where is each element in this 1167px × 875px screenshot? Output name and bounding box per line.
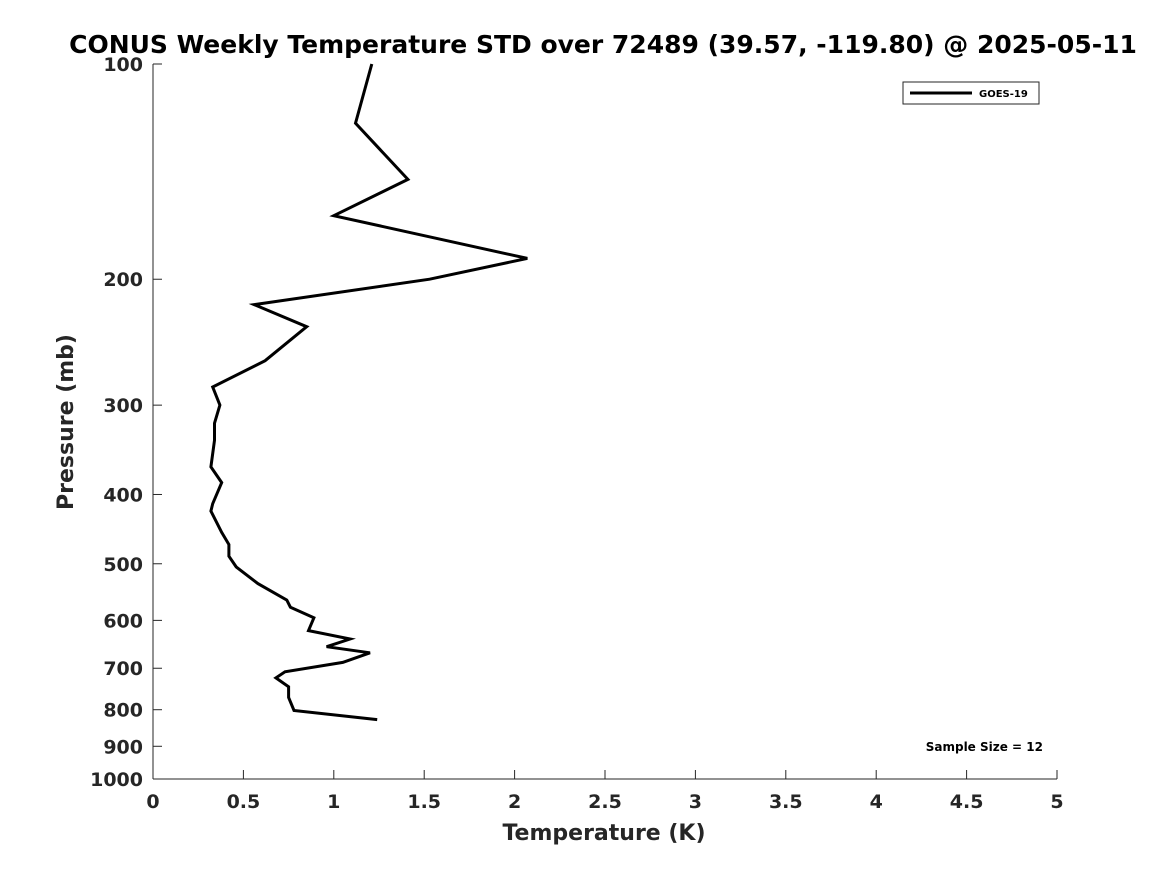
series-layer	[209, 63, 528, 722]
y-tick-label: 200	[103, 269, 143, 291]
x-tick-label: 0.5	[227, 791, 261, 813]
y-tick-label: 400	[103, 484, 143, 506]
y-tick-label: 600	[103, 610, 143, 632]
y-axis-label: Pressure (mb)	[54, 334, 79, 510]
x-tick-label: 2	[508, 791, 521, 813]
y-tick-label: 700	[103, 658, 143, 680]
x-tick-label: 2.5	[588, 791, 622, 813]
sample-size-annotation: Sample Size = 12	[926, 740, 1043, 754]
x-tick-label: 4.5	[950, 791, 984, 813]
x-axis-ticks: 0 0.5 1 1.5 2 2.5 3 3.5 4 4.5 5	[146, 770, 1064, 813]
y-axis-ticks: 100 200 300 400 500 600 700 800 900 1000	[90, 54, 162, 791]
legend: GOES-19	[902, 81, 1040, 105]
x-axis-label: Temperature (K)	[502, 821, 705, 846]
y-tick-label: 1000	[90, 769, 143, 791]
y-tick-label: 300	[103, 395, 143, 417]
y-tick-label: 900	[103, 736, 143, 758]
y-tick-label: 100	[103, 54, 143, 76]
chart-title: CONUS Weekly Temperature STD over 72489 …	[69, 30, 1137, 59]
legend-label-goes-19: GOES-19	[979, 89, 1028, 100]
x-tick-label: 0	[146, 791, 159, 813]
x-tick-label: 4	[870, 791, 883, 813]
x-tick-label: 1.5	[407, 791, 441, 813]
x-tick-label: 5	[1050, 791, 1063, 813]
y-tick-label: 800	[103, 700, 143, 722]
series-line-goes-19	[209, 63, 528, 722]
y-tick-label: 500	[103, 554, 143, 576]
x-tick-label: 3.5	[769, 791, 803, 813]
x-tick-label: 3	[689, 791, 702, 813]
x-tick-label: 1	[327, 791, 340, 813]
